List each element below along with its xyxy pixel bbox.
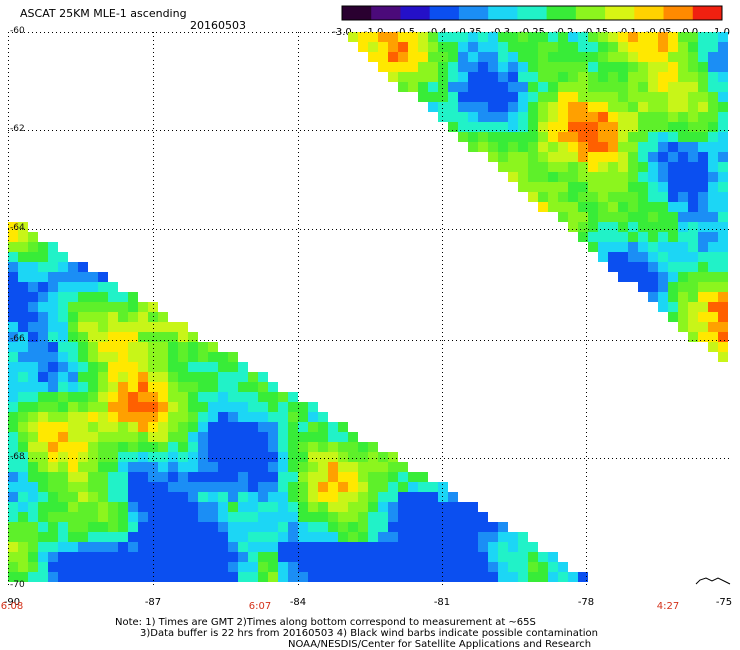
longitude-label: -81 <box>433 597 451 608</box>
note-line-1: Note: 1) Times are GMT 2)Times along bot… <box>115 617 536 628</box>
colorbar-segment <box>575 6 606 20</box>
colorbar-segment <box>546 6 577 20</box>
lat-lon-grid <box>8 32 732 586</box>
note-line-2: 3)Data buffer is 22 hrs from 20160503 4)… <box>140 628 598 639</box>
latitude-label: -62 <box>10 124 25 134</box>
latitude-label: -60 <box>10 26 25 36</box>
latitude-label: -70 <box>10 580 25 590</box>
longitude-label: -87 <box>144 597 162 608</box>
map-date: 20160503 <box>190 19 246 32</box>
swath-data <box>8 32 728 582</box>
latitude-label: -64 <box>10 223 25 233</box>
coastline <box>695 577 731 585</box>
longitude-label: -75 <box>715 597 733 608</box>
time-label: 4:27 <box>656 601 680 612</box>
colorbar-segment <box>458 6 489 20</box>
latitude-label: -66 <box>10 334 25 344</box>
colorbar-segment <box>605 6 635 20</box>
note-line-3: NOAA/NESDIS/Center for Satellite Applica… <box>288 639 592 650</box>
colorbar <box>341 5 723 21</box>
longitude-label: -90 <box>3 597 21 608</box>
colorbar-segment <box>663 6 694 20</box>
longitude-label: -78 <box>577 597 595 608</box>
map-plot-area <box>8 32 732 586</box>
longitude-label: -84 <box>289 597 307 608</box>
colorbar-label: -3.0 <box>332 27 352 38</box>
colorbar-segment <box>342 6 372 20</box>
time-label: 6:07 <box>248 601 272 612</box>
colorbar-segment <box>371 6 401 20</box>
colorbar-segment <box>634 6 665 20</box>
colorbar-segment <box>400 6 431 20</box>
colorbar-segment <box>692 6 723 20</box>
map-title: ASCAT 25KM MLE-1 ascending <box>20 7 187 20</box>
colorbar-segment <box>488 6 518 20</box>
colorbar-segment <box>429 6 460 20</box>
time-label: 6:08 <box>0 601 24 612</box>
colorbar-segment <box>517 6 548 20</box>
latitude-label: -68 <box>10 452 25 462</box>
